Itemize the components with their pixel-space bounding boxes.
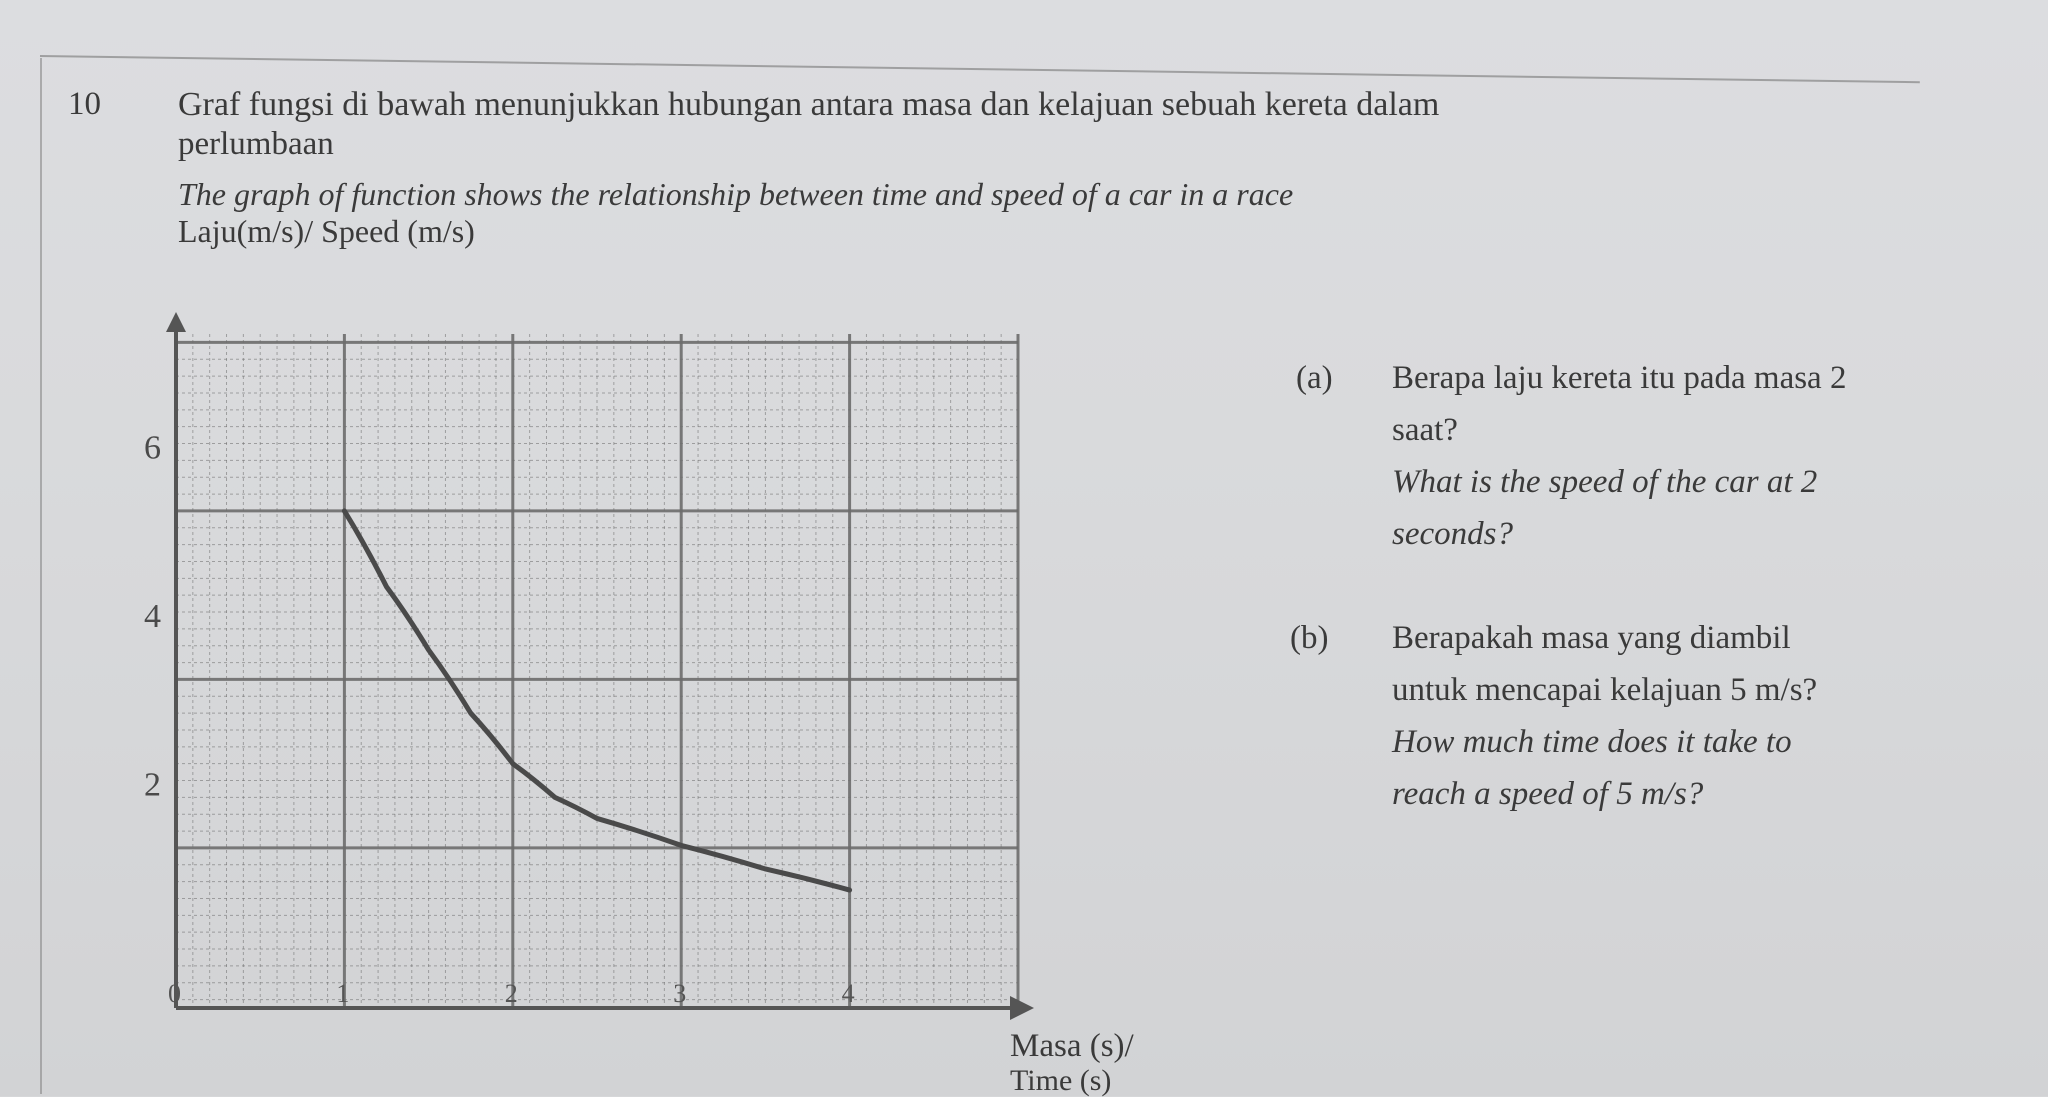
question-english: The graph of function shows the relation… — [178, 176, 1294, 212]
part-a-english-1: What is the speed of the car at 2 — [1392, 464, 1818, 500]
x-tick-label: 4 — [842, 979, 855, 1008]
part-a-malay-2: saat? — [1392, 412, 1458, 448]
part-a-english-2: seconds? — [1392, 516, 1513, 552]
part-b-english-1: How much time does it take to — [1392, 724, 1792, 760]
part-b-malay-1: Berapakah masa yang diambil — [1392, 620, 1791, 656]
x-tick-label: 2 — [505, 979, 518, 1008]
question-malay-line1: Graf fungsi di bawah menunjukkan hubunga… — [178, 86, 1440, 123]
y-tick-label: 2 — [144, 767, 161, 804]
x-tick-label: 1 — [336, 979, 349, 1008]
part-a-malay-1: Berapa laju kereta itu pada masa 2 — [1392, 360, 1847, 396]
part-b-english-2: reach a speed of 5 m/s? — [1392, 776, 1704, 812]
question-number: 10 — [68, 86, 101, 122]
y-axis-arrow-icon — [166, 312, 186, 332]
x-tick-label: 0 — [168, 979, 181, 1008]
y-tick-label: 4 — [144, 598, 161, 635]
x-axis-arrow-icon — [1010, 996, 1034, 1020]
question-malay-line2: perlumbaan — [178, 126, 334, 162]
part-b-malay-2: untuk mencapai kelajuan 5 m/s? — [1392, 672, 1818, 708]
x-tick-label: 3 — [673, 979, 686, 1008]
y-tick-label: 6 — [144, 430, 161, 467]
part-a-label: (a) — [1296, 360, 1333, 396]
speed-curve — [341, 508, 853, 893]
x-axis-label-english: Time (s) — [1010, 1064, 1112, 1097]
left-border — [40, 58, 42, 1094]
y-axis-caption: Laju(m/s)/ Speed (m/s) — [178, 213, 475, 249]
x-axis-label: Masa (s)/ — [1010, 1028, 1134, 1064]
part-b-label: (b) — [1290, 620, 1329, 656]
